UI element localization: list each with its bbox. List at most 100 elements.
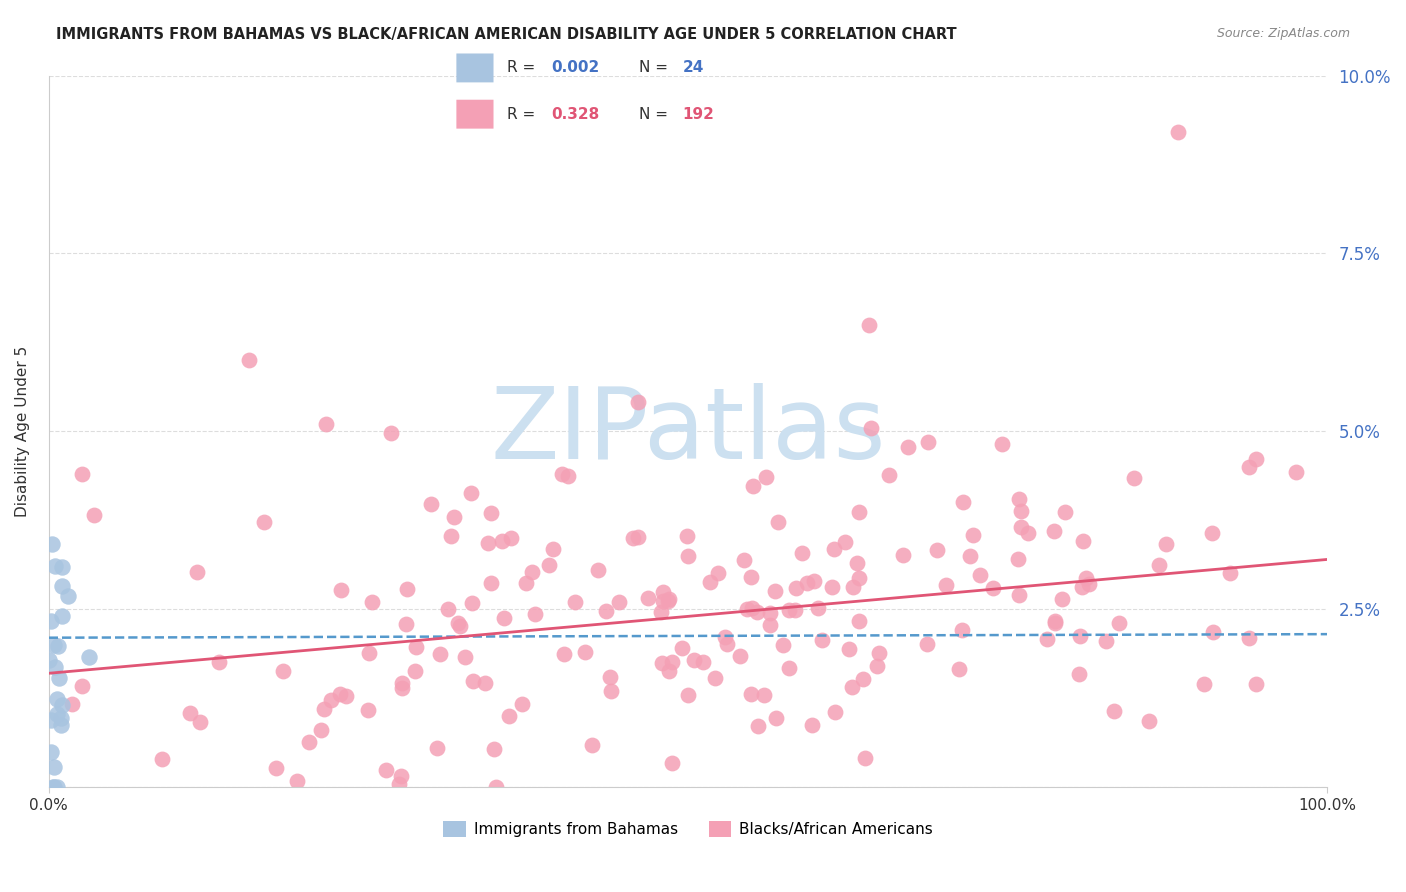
Point (485, 780, 508, 794)
Point (778, 603, 800, 617)
Point (83, 508, 105, 522)
Point (477, 536, 499, 550)
Point (404, 665, 426, 679)
Point (315, 417, 337, 431)
Point (778, 660, 800, 674)
Point (637, 591, 659, 605)
Point (1123, 471, 1146, 485)
Point (741, 601, 763, 615)
Point (70, 679, 93, 693)
Point (599, 670, 621, 684)
Point (437, 602, 460, 616)
Point (848, 571, 870, 585)
Point (807, 600, 830, 615)
Point (747, 718, 769, 732)
Point (699, 574, 721, 589)
Point (811, 633, 834, 648)
Point (891, 548, 914, 562)
Point (41, 745, 63, 759)
Point (207, 655, 229, 669)
Point (950, 623, 973, 637)
Point (838, 642, 860, 657)
Point (1008, 588, 1031, 602)
Point (42, 638, 65, 652)
Point (51, 608, 73, 623)
Point (39, 614, 62, 628)
Point (48, 639, 70, 653)
FancyBboxPatch shape (457, 54, 494, 82)
Point (449, 619, 471, 633)
Point (440, 529, 463, 543)
Point (855, 751, 877, 765)
Point (742, 479, 765, 493)
Point (627, 395, 650, 409)
Point (319, 693, 342, 707)
Point (652, 585, 675, 599)
Point (484, 741, 506, 756)
Point (1102, 704, 1125, 718)
Point (186, 565, 208, 579)
Point (45, 706, 67, 721)
Point (1036, 632, 1059, 646)
Point (541, 542, 564, 557)
Point (962, 527, 984, 541)
Text: N =: N = (638, 61, 672, 76)
Point (51, 560, 73, 574)
Point (46, 692, 69, 706)
Point (405, 640, 427, 654)
Point (959, 549, 981, 564)
Text: R =: R = (508, 61, 540, 76)
Point (56, 589, 79, 603)
Point (557, 468, 579, 483)
Point (935, 578, 957, 592)
Point (586, 563, 609, 577)
Point (1050, 591, 1073, 606)
Point (650, 605, 672, 619)
Point (460, 596, 482, 610)
Point (460, 486, 482, 500)
Point (915, 637, 938, 651)
Point (447, 615, 470, 630)
Point (1042, 524, 1064, 539)
Point (581, 738, 603, 752)
Point (48, 671, 70, 685)
Point (38, 653, 60, 667)
Text: R =: R = (508, 107, 540, 121)
Point (42, 780, 65, 794)
Point (824, 706, 846, 720)
Point (1054, 504, 1077, 518)
Point (848, 614, 870, 628)
Point (621, 531, 644, 545)
Point (657, 592, 679, 607)
Text: N =: N = (638, 107, 672, 121)
Point (661, 756, 683, 771)
FancyBboxPatch shape (457, 100, 494, 128)
Point (510, 698, 533, 712)
Point (49, 717, 72, 731)
Point (1147, 558, 1170, 572)
Point (522, 565, 544, 579)
Point (44, 760, 66, 774)
Point (707, 566, 730, 581)
Point (190, 714, 212, 729)
Point (1007, 552, 1029, 566)
Point (329, 582, 352, 597)
Point (45, 780, 67, 794)
Point (1071, 580, 1094, 594)
Point (426, 741, 449, 756)
Point (553, 647, 575, 661)
Point (574, 645, 596, 659)
Point (703, 672, 725, 686)
Point (991, 436, 1014, 450)
Point (537, 558, 560, 573)
Point (491, 533, 513, 548)
Point (374, 763, 396, 777)
Point (733, 552, 755, 566)
Point (49, 711, 72, 725)
Point (41, 537, 63, 551)
Point (848, 504, 870, 518)
Point (651, 656, 673, 670)
Point (841, 680, 863, 694)
Point (846, 557, 869, 571)
Point (823, 542, 845, 557)
